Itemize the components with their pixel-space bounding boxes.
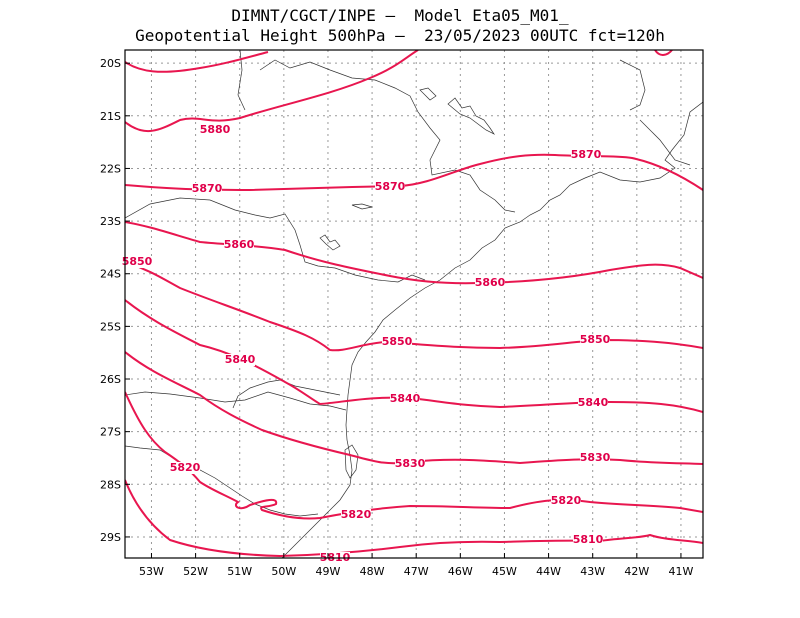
contour-label: 5870 — [375, 180, 406, 193]
contour-label-background — [122, 256, 152, 268]
coastline-and-borders — [125, 50, 703, 558]
lon-tick-label: 44W — [536, 565, 561, 578]
contour-label-background — [170, 462, 200, 474]
contour-label: 5850 — [580, 333, 611, 346]
contour-label-background — [571, 149, 601, 161]
lon-tick-label: 51W — [227, 565, 252, 578]
lat-tick-label: 27S — [100, 426, 121, 439]
contour-label: 5850 — [122, 255, 153, 268]
contour-labels: 5880 5870 5870 5870 5860 5860 5850 5850 5850 5840… — [122, 123, 611, 564]
contour-5810 — [125, 479, 703, 558]
contour-label: 5830 — [395, 457, 426, 470]
lon-tick-label: 48W — [360, 565, 385, 578]
lat-tick-label: 29S — [100, 531, 121, 544]
contour-label: 5840 — [225, 353, 256, 366]
contour-label: 5820 — [170, 461, 201, 474]
contour-label-background — [382, 336, 412, 348]
lon-tick-label: 42W — [624, 565, 649, 578]
contour-label: 5820 — [551, 494, 582, 507]
lat-tick-label: 21S — [100, 110, 121, 123]
contour-5850 — [125, 261, 703, 352]
lon-tick-label: 50W — [271, 565, 296, 578]
contour-label-background — [390, 393, 420, 405]
map-title-line-2: Geopotential Height 500hPa – 23/05/2023 … — [135, 26, 665, 45]
contour-label-background — [395, 458, 425, 470]
contour-label: 5860 — [224, 238, 255, 251]
lat-tick-label: 26S — [100, 373, 121, 386]
contour-label-background — [375, 181, 405, 193]
lon-tick-label: 47W — [404, 565, 429, 578]
lon-tick-label: 45W — [492, 565, 517, 578]
contour-label: 5840 — [390, 392, 421, 405]
contour-label-background — [580, 334, 610, 346]
contour-label-background — [580, 452, 610, 464]
map-title-line-1: DIMNT/CGCT/INPE – Model Eta05_M01_ — [231, 6, 569, 25]
lon-tick-label: 53W — [139, 565, 164, 578]
contour-label-background — [573, 534, 603, 546]
contour-label: 5830 — [580, 451, 611, 464]
lat-tick-label: 25S — [100, 320, 121, 333]
lon-tick-label: 41W — [669, 565, 694, 578]
contour-label-background — [200, 124, 230, 136]
contour-label: 5870 — [192, 182, 223, 195]
contour-5880 — [125, 51, 269, 73]
contour-5820 — [125, 391, 703, 520]
contour-label-background — [578, 397, 608, 409]
lat-tick-label: 24S — [100, 268, 121, 281]
contour-label-background — [225, 354, 255, 366]
lon-tick-label: 46W — [448, 565, 473, 578]
contour-5830 — [125, 351, 703, 465]
lon-tick-label: 49W — [316, 565, 341, 578]
contour-label-background — [224, 239, 254, 251]
contour-label: 5850 — [382, 335, 413, 348]
contour-5860 — [125, 221, 703, 285]
contour-label: 5870 — [571, 148, 602, 161]
contour-label-background — [475, 277, 505, 289]
lat-tick-label: 22S — [100, 162, 121, 175]
lat-tick-label: 28S — [100, 478, 121, 491]
contour-5870 — [125, 153, 703, 192]
contour-5880 — [125, 50, 419, 133]
lon-tick-label: 43W — [580, 565, 605, 578]
contour-label-background — [341, 509, 371, 521]
contour-label: 5880 — [200, 123, 231, 136]
contour-5880 — [654, 50, 673, 56]
contour-label-background — [551, 495, 581, 507]
grid-lines — [125, 50, 703, 558]
map-frame — [124, 49, 704, 559]
contour-label: 5860 — [475, 276, 506, 289]
lat-tick-label: 23S — [100, 215, 121, 228]
contour-label: 5810 — [573, 533, 604, 546]
contour-label: 5840 — [578, 396, 609, 409]
contour-label: 5820 — [341, 508, 372, 521]
geopotential-contours — [125, 50, 703, 558]
lat-tick-label: 20S — [100, 57, 121, 70]
contour-label-background — [192, 183, 222, 195]
lon-tick-label: 52W — [183, 565, 208, 578]
